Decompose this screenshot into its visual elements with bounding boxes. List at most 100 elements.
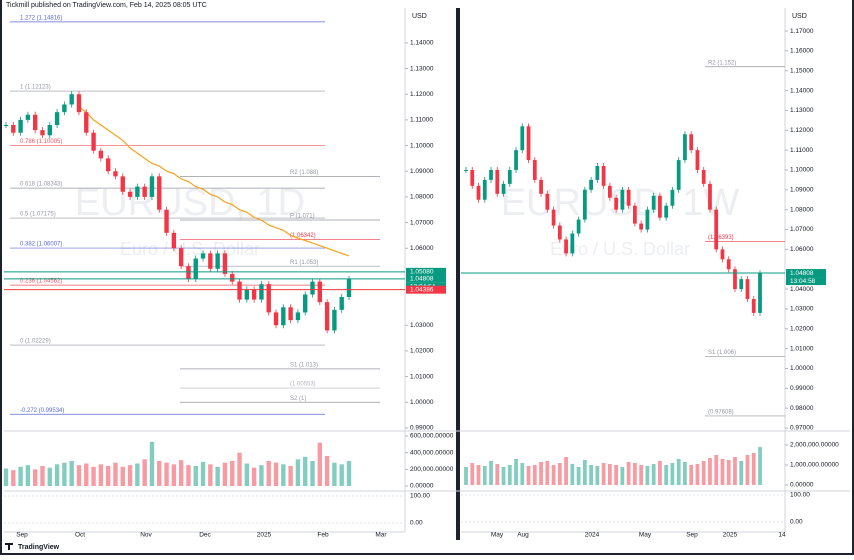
candle (745, 279, 750, 299)
x-tick-label: Oct (75, 532, 85, 539)
countdown-box (786, 277, 826, 286)
osc-tick-label: 0.00 (790, 519, 803, 526)
candle (676, 160, 681, 190)
candle (200, 253, 206, 259)
y-tick-label: 1.07000 (410, 219, 434, 226)
candle (670, 189, 675, 206)
volume-bar (557, 463, 562, 485)
candle (295, 312, 301, 321)
volume-bar (237, 452, 242, 486)
y-tick-label: 1.02000 (410, 348, 434, 355)
candle (526, 126, 531, 161)
volume-bar (251, 467, 257, 486)
candle (758, 273, 762, 313)
candle (695, 150, 700, 170)
candle (288, 307, 293, 321)
candle (557, 225, 562, 240)
volume-bar (11, 470, 16, 486)
candle (714, 209, 719, 250)
x-tick-label: Dec (199, 532, 211, 539)
volume-bar (695, 464, 700, 485)
y-tick-label: 0.99000 (790, 385, 814, 392)
volume-bar (495, 464, 500, 485)
pivot-label: S2 (1) (290, 396, 306, 402)
candle (149, 176, 155, 197)
candle (40, 130, 45, 136)
candle (303, 294, 308, 313)
volume-bar (135, 463, 140, 486)
watermark-title: EURUSD, 1D (75, 182, 305, 224)
x-tick-label: 14 (778, 532, 786, 539)
volume-bar (751, 453, 756, 485)
y-tick-label: 1.09000 (410, 168, 434, 175)
volume-bar (633, 463, 637, 485)
volume-bar (105, 466, 111, 486)
price-tag-label: 1.04808 (410, 276, 434, 283)
volume-bar (62, 462, 67, 486)
candle (259, 284, 264, 300)
y-tick-label: 1.02000 (790, 325, 814, 332)
candle (142, 186, 147, 197)
volume-bar (539, 462, 543, 485)
candle (501, 183, 506, 194)
y-tick-label: 1.13000 (410, 65, 434, 72)
moving-average (78, 106, 350, 257)
volume-bar (526, 466, 531, 485)
volume-bar (476, 465, 481, 485)
candle (633, 205, 637, 224)
volume-bar (720, 459, 725, 485)
candle (639, 223, 644, 230)
candle (11, 125, 16, 133)
volume-bar (620, 467, 625, 485)
volume-bar (551, 465, 556, 485)
pivot-label: R1 (1.053) (290, 260, 318, 266)
candle (726, 259, 731, 270)
candle (651, 195, 656, 210)
y-tick-label: 1.10000 (410, 142, 434, 149)
volume-bar (464, 467, 468, 485)
volume-bar (339, 464, 344, 486)
candle (339, 297, 344, 310)
price-tag-label: 1.05080 (410, 269, 434, 276)
candle (689, 134, 694, 151)
price-tag (406, 274, 446, 283)
volume-bar (98, 464, 104, 486)
divider (456, 8, 460, 540)
pivot-label: R2 (1.152) (708, 60, 736, 66)
price-tag (786, 269, 826, 278)
volume-bar (726, 460, 731, 485)
volume-bar (178, 460, 184, 486)
y-tick-label: 1.14000 (410, 40, 434, 47)
candle (739, 279, 744, 290)
y-tick-label: 1.16000 (790, 48, 814, 55)
volume-bar (47, 467, 52, 486)
volume-bar (626, 462, 631, 485)
fib-label: 0.382 (1.06007) (20, 242, 62, 248)
candle (346, 279, 352, 298)
volume-bar (701, 461, 706, 485)
candle (157, 176, 162, 210)
candle (683, 134, 687, 161)
volume-bar (545, 461, 550, 485)
volume-bar (171, 464, 177, 486)
candle (482, 179, 487, 200)
volume-bar (324, 456, 330, 486)
pivot-label: S1 (1.013) (290, 362, 318, 368)
volume-bar (18, 466, 23, 486)
price-tag (406, 285, 446, 294)
watermark-subtitle: Euro / U.S. Dollar (550, 239, 690, 259)
candle (25, 114, 31, 120)
x-tick-label: Feb (317, 532, 329, 539)
pivot-label: (0.97608) (708, 410, 734, 416)
x-tick-label: Mar (375, 532, 387, 539)
volume-bar (113, 462, 118, 486)
y-tick-label: 1.00000 (790, 365, 814, 372)
fib-label: 0.786 (1.10005) (20, 139, 62, 145)
candle (601, 166, 606, 186)
currency-label: USD (412, 13, 427, 20)
candle (570, 233, 575, 254)
candle (171, 232, 177, 249)
y-tick-label: 1.03000 (790, 306, 814, 313)
pivot-label: P (1.071) (290, 214, 315, 220)
volume-bar (758, 447, 762, 485)
